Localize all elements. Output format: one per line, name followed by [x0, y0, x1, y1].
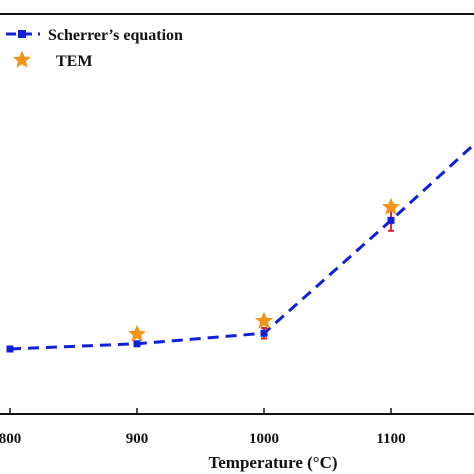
x-tick-label: 800 — [0, 431, 21, 447]
x-tick-label: 1000 — [249, 431, 279, 447]
x-tick-label: 1100 — [376, 431, 405, 447]
scherrer-point — [260, 329, 268, 337]
scherrer-point — [133, 340, 141, 348]
legend-scherrer-label: Scherrer’s equation — [48, 27, 183, 44]
x-tick-label: 900 — [126, 431, 149, 447]
legend-tem-marker — [13, 50, 31, 68]
plot-area — [6, 142, 474, 353]
legend: Scherrer’s equation TEM — [6, 27, 183, 70]
tem-point — [128, 324, 146, 342]
scherrer-point — [387, 216, 395, 224]
tem-point — [382, 197, 400, 215]
legend-tem-label: TEM — [56, 53, 92, 70]
axes: 800 900 1000 1100 Temperature (°C) — [0, 13, 474, 472]
legend-scherrer-marker — [18, 30, 26, 38]
x-axis-label: Temperature (°C) — [208, 453, 337, 472]
scherrer-line — [9, 142, 474, 351]
scherrer-point — [6, 345, 14, 353]
tem-point — [255, 311, 273, 329]
